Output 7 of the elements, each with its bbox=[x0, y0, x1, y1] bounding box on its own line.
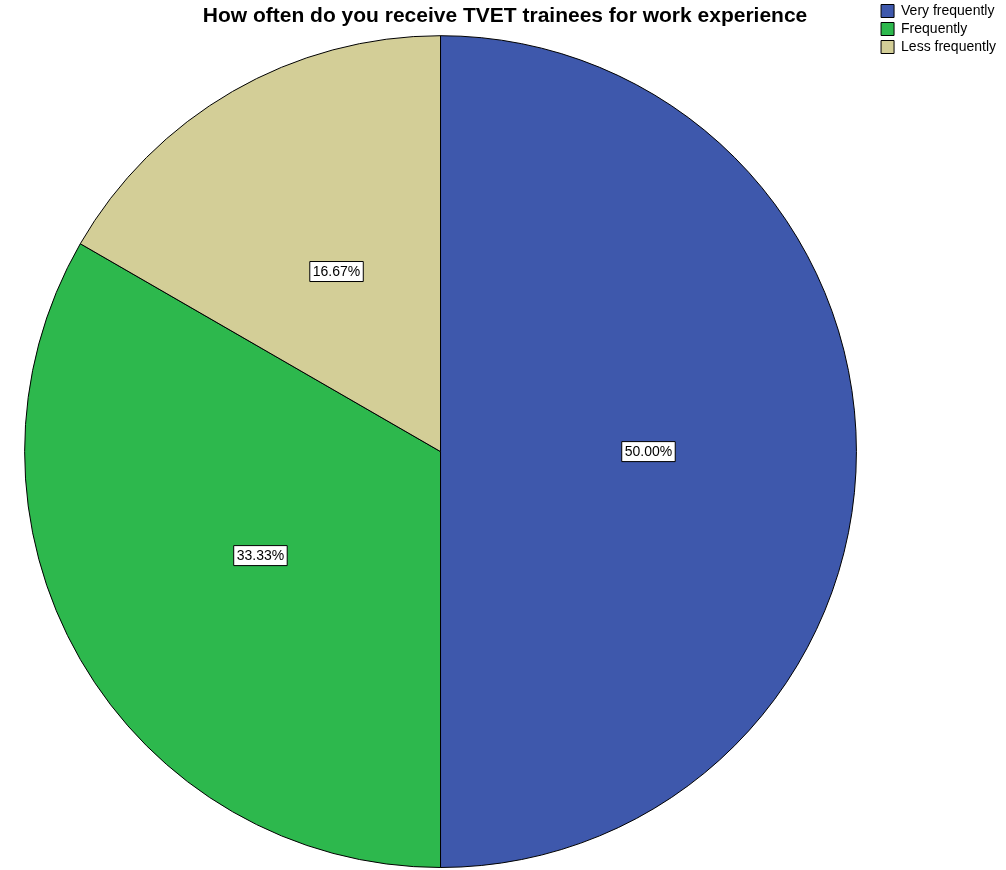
data-label: 16.67% bbox=[312, 263, 361, 280]
legend-label: Frequently bbox=[901, 19, 968, 36]
chart-title: How often do you receive TVET trainees for work experience bbox=[202, 3, 808, 27]
legend-label: Less frequently bbox=[901, 37, 997, 54]
data-label: 33.33% bbox=[236, 547, 285, 564]
data-label: 50.00% bbox=[624, 443, 673, 460]
legend-label: Very frequently bbox=[901, 1, 995, 18]
